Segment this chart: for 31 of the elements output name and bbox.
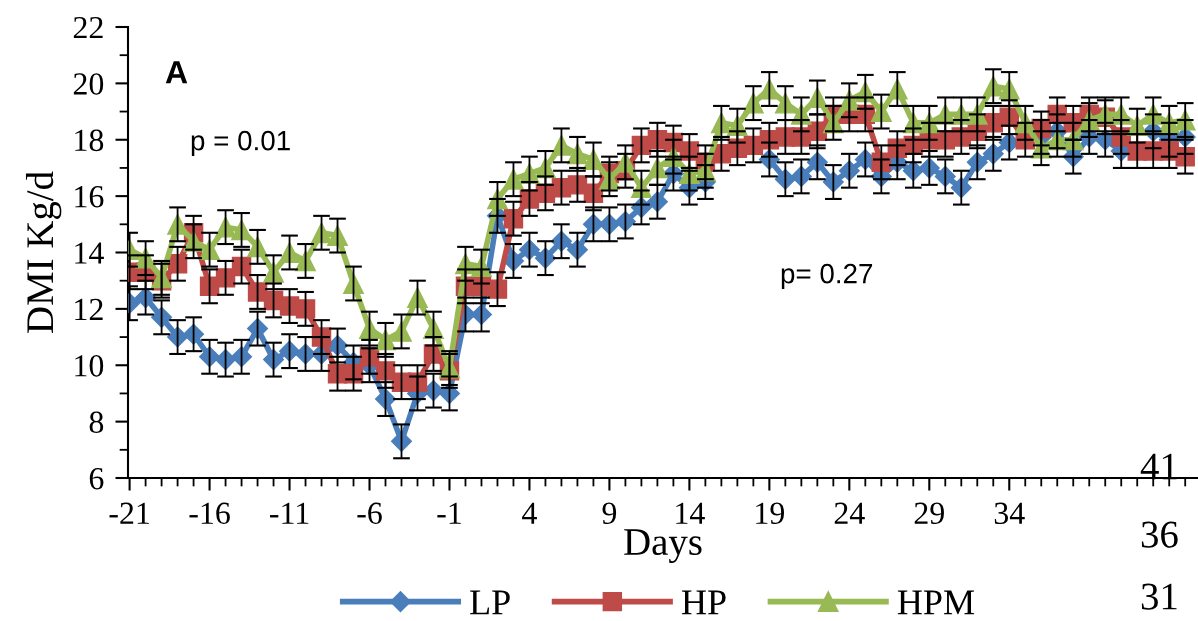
y-axis-title: DMI Kg/d <box>25 171 62 333</box>
y-tick-label: 6 <box>89 467 104 490</box>
annotation: p= 0.27 <box>781 263 873 289</box>
x-tick-label: -1 <box>437 502 461 524</box>
x-tick-label: 24 <box>834 502 865 524</box>
y-tick-label: 16 <box>75 186 104 208</box>
x-tick-label: 29 <box>914 502 944 525</box>
x-tick-label: 19 <box>756 502 785 525</box>
x-tick-label: 4 <box>522 502 537 524</box>
x-axis-title: Days <box>624 529 702 564</box>
y-tick-label: 14 <box>75 242 104 264</box>
y-tick-label: 10 <box>75 355 104 377</box>
x-tick-label: 34 <box>994 502 1025 525</box>
y-tick-label: 8 <box>89 411 104 434</box>
annotation: A <box>165 61 188 84</box>
x-tick-label: -16 <box>189 502 230 525</box>
text: 31 <box>1141 583 1177 610</box>
legend-label: HPM <box>897 590 975 615</box>
annotation: p = 0.01 <box>191 130 290 156</box>
y-tick-label: 18 <box>75 129 104 152</box>
x-tick-label: -21 <box>109 502 149 524</box>
x-tick-label: -11 <box>270 502 309 524</box>
x-tick-label: -6 <box>357 502 382 525</box>
legend-label: LP <box>470 590 510 615</box>
y-tick-label: 22 <box>73 16 103 39</box>
x-tick-label: 9 <box>602 502 617 525</box>
x-tick-label: 14 <box>676 502 705 524</box>
legend-label: HP <box>681 590 726 615</box>
y-tick-label: 20 <box>73 73 104 95</box>
y-tick-label: 12 <box>75 298 103 320</box>
text: 36 <box>1141 521 1178 548</box>
